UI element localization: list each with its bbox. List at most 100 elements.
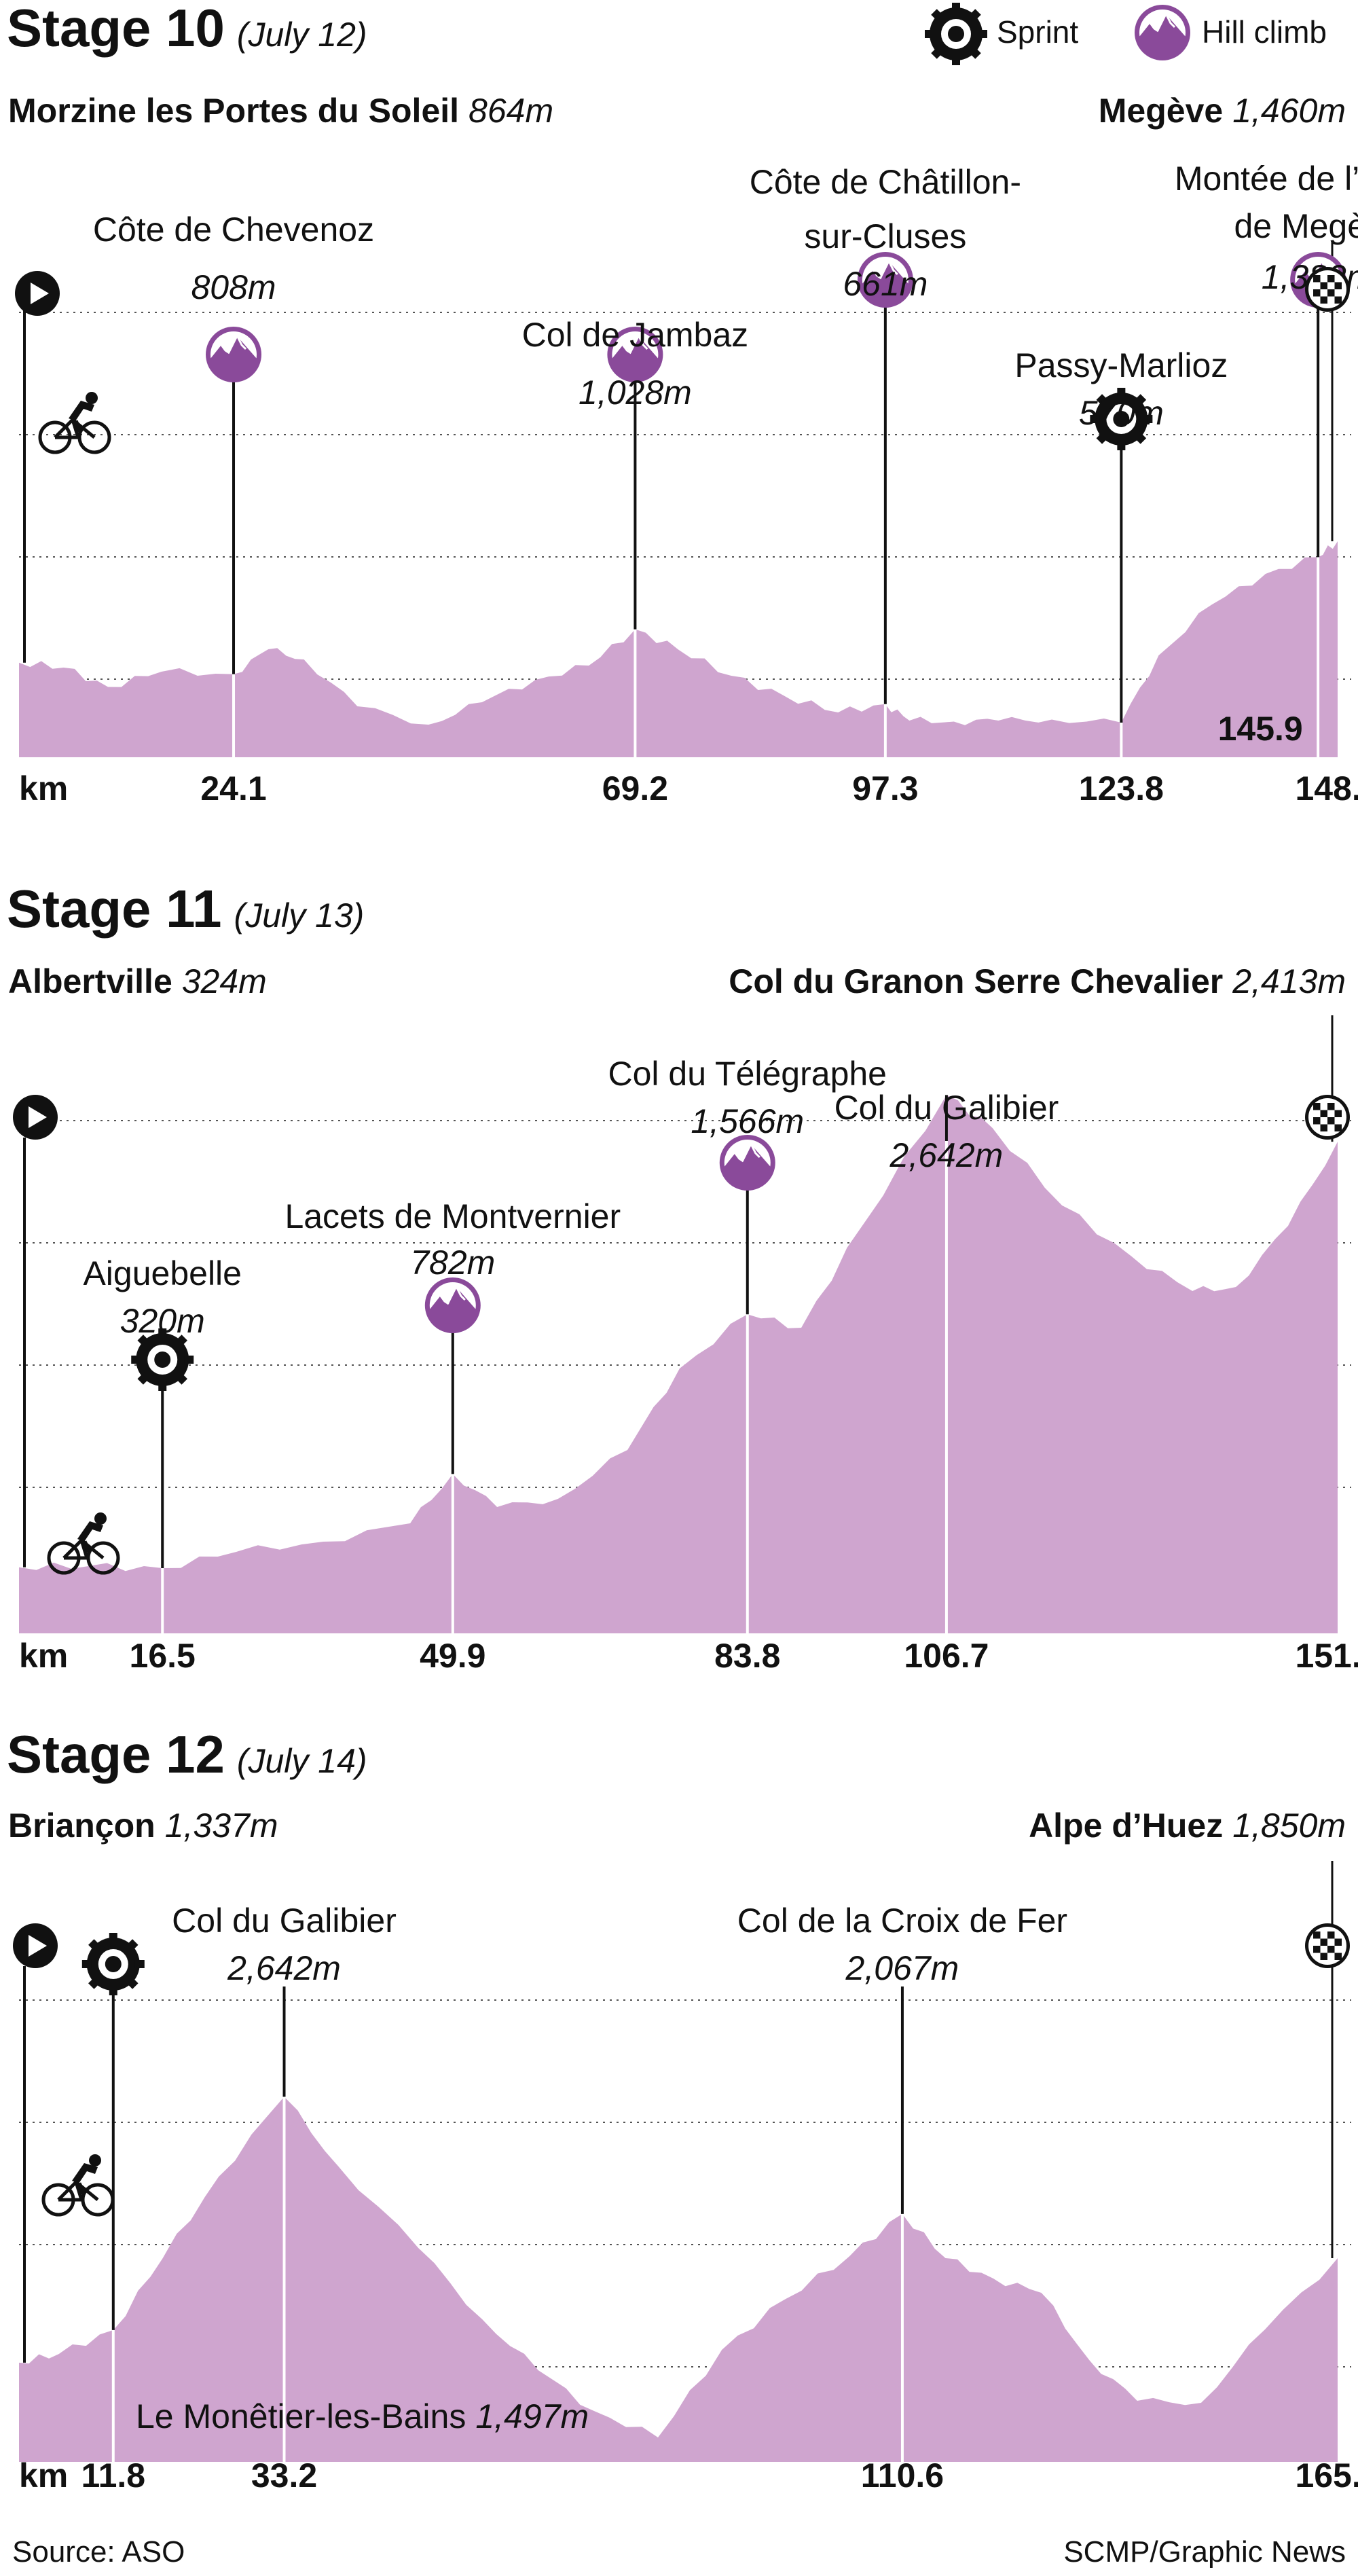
start-label: Morzine les Portes du Soleil 864m bbox=[8, 92, 553, 130]
marker-elev: 570m bbox=[1079, 394, 1164, 432]
marker-elev: 808m bbox=[191, 268, 276, 306]
finish-elev: 1,850m bbox=[1232, 1807, 1346, 1845]
finish-label: Alpe d’Huez 1,850m bbox=[1029, 1807, 1346, 1845]
legend-climb-label: Hill climb bbox=[1202, 14, 1327, 50]
credit-note: SCMP/Graphic News bbox=[1063, 2535, 1346, 2569]
marker-km: 33.2 bbox=[251, 2456, 317, 2495]
marker-km: 24.1 bbox=[200, 769, 266, 808]
marker-km: 11.8 bbox=[81, 2456, 146, 2495]
marker-elev: 1,497m bbox=[475, 2397, 589, 2435]
climb-icon bbox=[718, 1133, 777, 1192]
start-elev: 1,337m bbox=[165, 1807, 278, 1845]
profile-markers: Aiguebelle 320m 16.5 Lacets de Montvernier 7… bbox=[83, 1055, 1059, 1675]
marker-elev: 1,028m bbox=[579, 374, 692, 412]
stage-12: Stage 12 (July 14) Briançon 1,337m Alpe d’… bbox=[7, 1724, 1358, 2495]
marker-name: Col de Jambaz bbox=[522, 316, 749, 354]
source-note: Source: ASO bbox=[12, 2535, 185, 2569]
km-label: km bbox=[19, 769, 68, 808]
finish-name: Col du Granon Serre Chevalier bbox=[729, 962, 1223, 1000]
stage-title: Stage 10 (July 12) bbox=[7, 0, 367, 58]
start-name: Briançon bbox=[8, 1807, 155, 1845]
start-elev: 324m bbox=[182, 962, 267, 1000]
marker-name: Lacets de Montvernier bbox=[285, 1197, 621, 1235]
marker-name: Col du Télégraphe bbox=[608, 1055, 887, 1093]
marker-elev: 320m bbox=[120, 1302, 205, 1340]
marker-name: Montée de l’altiport bbox=[1175, 160, 1358, 198]
marker-name: Le Monêtier-les-Bains 1,497m bbox=[136, 2397, 589, 2435]
marker-name: sur-Cluses bbox=[804, 217, 966, 255]
marker-elev: 2,642m bbox=[227, 1949, 341, 1987]
marker-km: 110.6 bbox=[861, 2456, 944, 2495]
marker-name: Col de la Croix de Fer bbox=[737, 1902, 1067, 1940]
sprint-icon bbox=[925, 3, 987, 65]
stage-title-text: Stage 10 bbox=[7, 0, 225, 58]
marker-name: Col du Galibier bbox=[834, 1089, 1059, 1127]
climb-icon bbox=[1133, 3, 1192, 62]
stage-title-text: Stage 12 bbox=[7, 1724, 225, 1784]
stage-date: (July 14) bbox=[237, 1742, 367, 1780]
finish-label: Col du Granon Serre Chevalier 2,413m bbox=[729, 962, 1346, 1000]
start-name: Albertville bbox=[8, 962, 172, 1000]
marker-name: de Megève bbox=[1234, 207, 1358, 245]
finish-elev: 1,460m bbox=[1232, 92, 1346, 130]
start-icon bbox=[13, 1095, 58, 1140]
marker-elev: 2,642m bbox=[889, 1136, 1004, 1174]
marker-elev: 2,067m bbox=[845, 1949, 959, 1987]
profile-markers: Le Monêtier-les-Bains 1,497m 11.8 Col du Ga… bbox=[81, 1902, 1068, 2495]
stage-title: Stage 11 (July 13) bbox=[7, 879, 364, 939]
finish-icon bbox=[1305, 267, 1350, 312]
start-icon bbox=[15, 271, 60, 316]
start-name: Morzine les Portes du Soleil bbox=[8, 92, 459, 130]
elevation-profile bbox=[19, 1095, 1338, 1633]
sprint-icon bbox=[81, 1933, 145, 1995]
marker-elev: 661m bbox=[843, 265, 928, 303]
finish-name: Megève bbox=[1099, 92, 1223, 130]
km-label: km bbox=[19, 1637, 68, 1675]
marker-elev: 782m bbox=[410, 1244, 495, 1282]
legend-sprint-label: Sprint bbox=[997, 14, 1078, 50]
marker-km: 123.8 bbox=[1079, 769, 1164, 808]
marker-name: Passy-Marlioz bbox=[1014, 346, 1228, 384]
stage-date: (July 12) bbox=[237, 16, 367, 54]
finish-icon bbox=[1305, 1095, 1350, 1140]
legend: Sprint Hill climb bbox=[925, 3, 1327, 65]
grid-lines bbox=[19, 1999, 1351, 2368]
finish-elev: 2,413m bbox=[1232, 962, 1346, 1000]
stage-title: Stage 12 (July 14) bbox=[7, 1724, 367, 1784]
marker-km: 83.8 bbox=[714, 1637, 780, 1675]
elevation-profile bbox=[19, 541, 1338, 757]
marker-km: 106.7 bbox=[904, 1637, 989, 1675]
km-label: km bbox=[19, 2456, 68, 2495]
stage-10: Stage 10 (July 12) Morzine les Portes du … bbox=[7, 0, 1358, 808]
cyclist-icon bbox=[40, 392, 109, 452]
start-label: Albertville 324m bbox=[8, 962, 267, 1000]
marker-km: 145.9 bbox=[1218, 710, 1303, 748]
start-elev: 864m bbox=[469, 92, 553, 130]
cyclist-icon bbox=[43, 2154, 113, 2215]
start-icon bbox=[13, 1923, 58, 1968]
marker-km: 97.3 bbox=[852, 769, 918, 808]
elevation-profile bbox=[19, 2097, 1338, 2462]
stage-distance: 148.1 bbox=[1295, 769, 1358, 808]
stage-distance: 165.1 bbox=[1295, 2456, 1358, 2495]
marker-name: Col du Galibier bbox=[172, 1902, 397, 1940]
start-label: Briançon 1,337m bbox=[8, 1807, 278, 1845]
profile-area bbox=[19, 1861, 1338, 2462]
profile-area bbox=[19, 1015, 1338, 1633]
stage-11: Stage 11 (July 13) Albertville 324m Col du… bbox=[7, 879, 1358, 1675]
marker-km: 49.9 bbox=[420, 1637, 485, 1675]
climb-icon bbox=[204, 325, 263, 384]
stage-title-text: Stage 11 bbox=[7, 879, 222, 939]
marker-elev: 1,566m bbox=[691, 1102, 804, 1140]
marker-name: Aiguebelle bbox=[83, 1254, 242, 1292]
finish-label: Megève 1,460m bbox=[1099, 92, 1346, 130]
stage-distance: 151.7 bbox=[1295, 1637, 1358, 1675]
marker-km: 69.2 bbox=[602, 769, 668, 808]
climb-icon bbox=[424, 1276, 482, 1335]
marker-name: Côte de Châtillon- bbox=[750, 163, 1021, 201]
finish-name: Alpe d’Huez bbox=[1029, 1807, 1223, 1845]
marker-km: 16.5 bbox=[130, 1637, 196, 1675]
stage-date: (July 13) bbox=[234, 896, 365, 935]
marker-name: Côte de Chevenoz bbox=[93, 211, 374, 249]
